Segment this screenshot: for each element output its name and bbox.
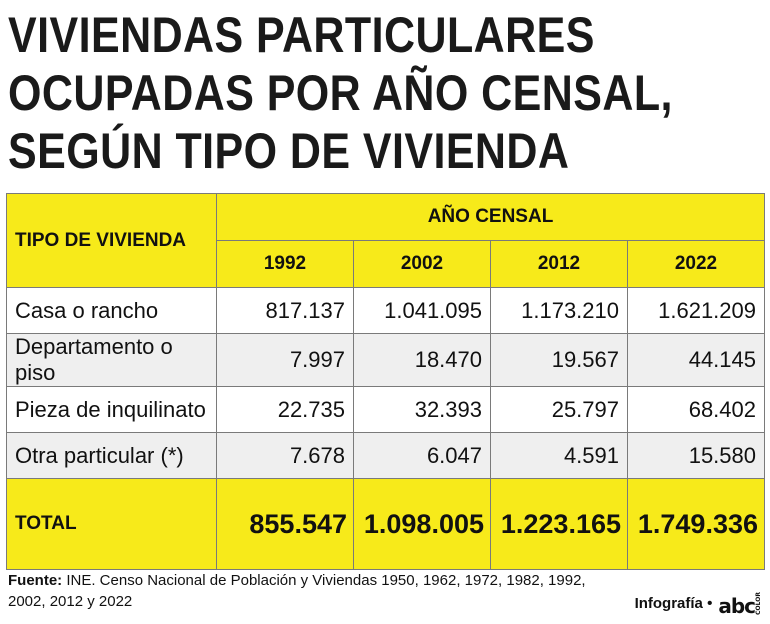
table-row: Otra particular (*) 7.678 6.047 4.591 15… bbox=[6, 432, 765, 479]
cell-value: 68.402 bbox=[627, 386, 765, 433]
cell-value: 44.145 bbox=[627, 333, 765, 387]
header-tipo-vivienda: TIPO DE VIVIENDA bbox=[6, 193, 217, 288]
row-label: Pieza de inquilinato bbox=[6, 386, 217, 433]
cell-value: 1.041.095 bbox=[353, 287, 491, 334]
cell-value: 1.173.210 bbox=[490, 287, 628, 334]
row-label: Departamento o piso bbox=[6, 333, 217, 387]
cell-value: 6.047 bbox=[353, 432, 491, 479]
title-line-3: SEGÚN TIPO DE VIVIENDA bbox=[8, 123, 570, 179]
total-value: 1.223.165 bbox=[490, 478, 628, 570]
cell-value: 817.137 bbox=[216, 287, 354, 334]
total-row: TOTAL 855.547 1.098.005 1.223.165 1.749.… bbox=[6, 478, 765, 570]
source-text: INE. Censo Nacional de Población y Vivie… bbox=[8, 572, 586, 610]
cell-value: 15.580 bbox=[627, 432, 765, 479]
total-value: 855.547 bbox=[216, 478, 354, 570]
cell-value: 22.735 bbox=[216, 386, 354, 433]
total-label: TOTAL bbox=[6, 478, 217, 570]
cell-value: 25.797 bbox=[490, 386, 628, 433]
logo-small-text: COLOR bbox=[755, 592, 762, 615]
chart-title: VIVIENDAS PARTICULARES OCUPADAS POR AÑO … bbox=[8, 6, 673, 180]
title-line-2: OCUPADAS POR AÑO CENSAL, bbox=[8, 65, 673, 121]
cell-value: 18.470 bbox=[353, 333, 491, 387]
header-year-2012: 2012 bbox=[490, 240, 628, 288]
row-label: Otra particular (*) bbox=[6, 432, 217, 479]
abc-logo: abc COLOR bbox=[718, 592, 762, 618]
cell-value: 19.567 bbox=[490, 333, 628, 387]
cell-value: 32.393 bbox=[353, 386, 491, 433]
cell-value: 7.678 bbox=[216, 432, 354, 479]
row-label: Casa o rancho bbox=[6, 287, 217, 334]
source-note: Fuente: INE. Censo Nacional de Población… bbox=[8, 570, 598, 612]
cell-value: 1.621.209 bbox=[627, 287, 765, 334]
census-table: TIPO DE VIVIENDA AÑO CENSAL 1992 2002 20… bbox=[6, 193, 765, 570]
credit: Infografía • abc COLOR bbox=[634, 592, 762, 618]
header-ano-censal: AÑO CENSAL bbox=[216, 193, 765, 241]
source-label: Fuente: bbox=[8, 572, 63, 589]
cell-value: 4.591 bbox=[490, 432, 628, 479]
total-value: 1.098.005 bbox=[353, 478, 491, 570]
table-row: Departamento o piso 7.997 18.470 19.567 … bbox=[6, 333, 765, 387]
total-value: 1.749.336 bbox=[627, 478, 765, 570]
table-row: Pieza de inquilinato 22.735 32.393 25.79… bbox=[6, 386, 765, 433]
cell-value: 7.997 bbox=[216, 333, 354, 387]
table-row: Casa o rancho 817.137 1.041.095 1.173.21… bbox=[6, 287, 765, 334]
header-year-2002: 2002 bbox=[353, 240, 491, 288]
logo-text: abc bbox=[718, 593, 756, 618]
credit-text: Infografía • bbox=[634, 594, 713, 612]
header-year-2022: 2022 bbox=[627, 240, 765, 288]
title-line-1: VIVIENDAS PARTICULARES bbox=[8, 7, 595, 63]
header-year-1992: 1992 bbox=[216, 240, 354, 288]
